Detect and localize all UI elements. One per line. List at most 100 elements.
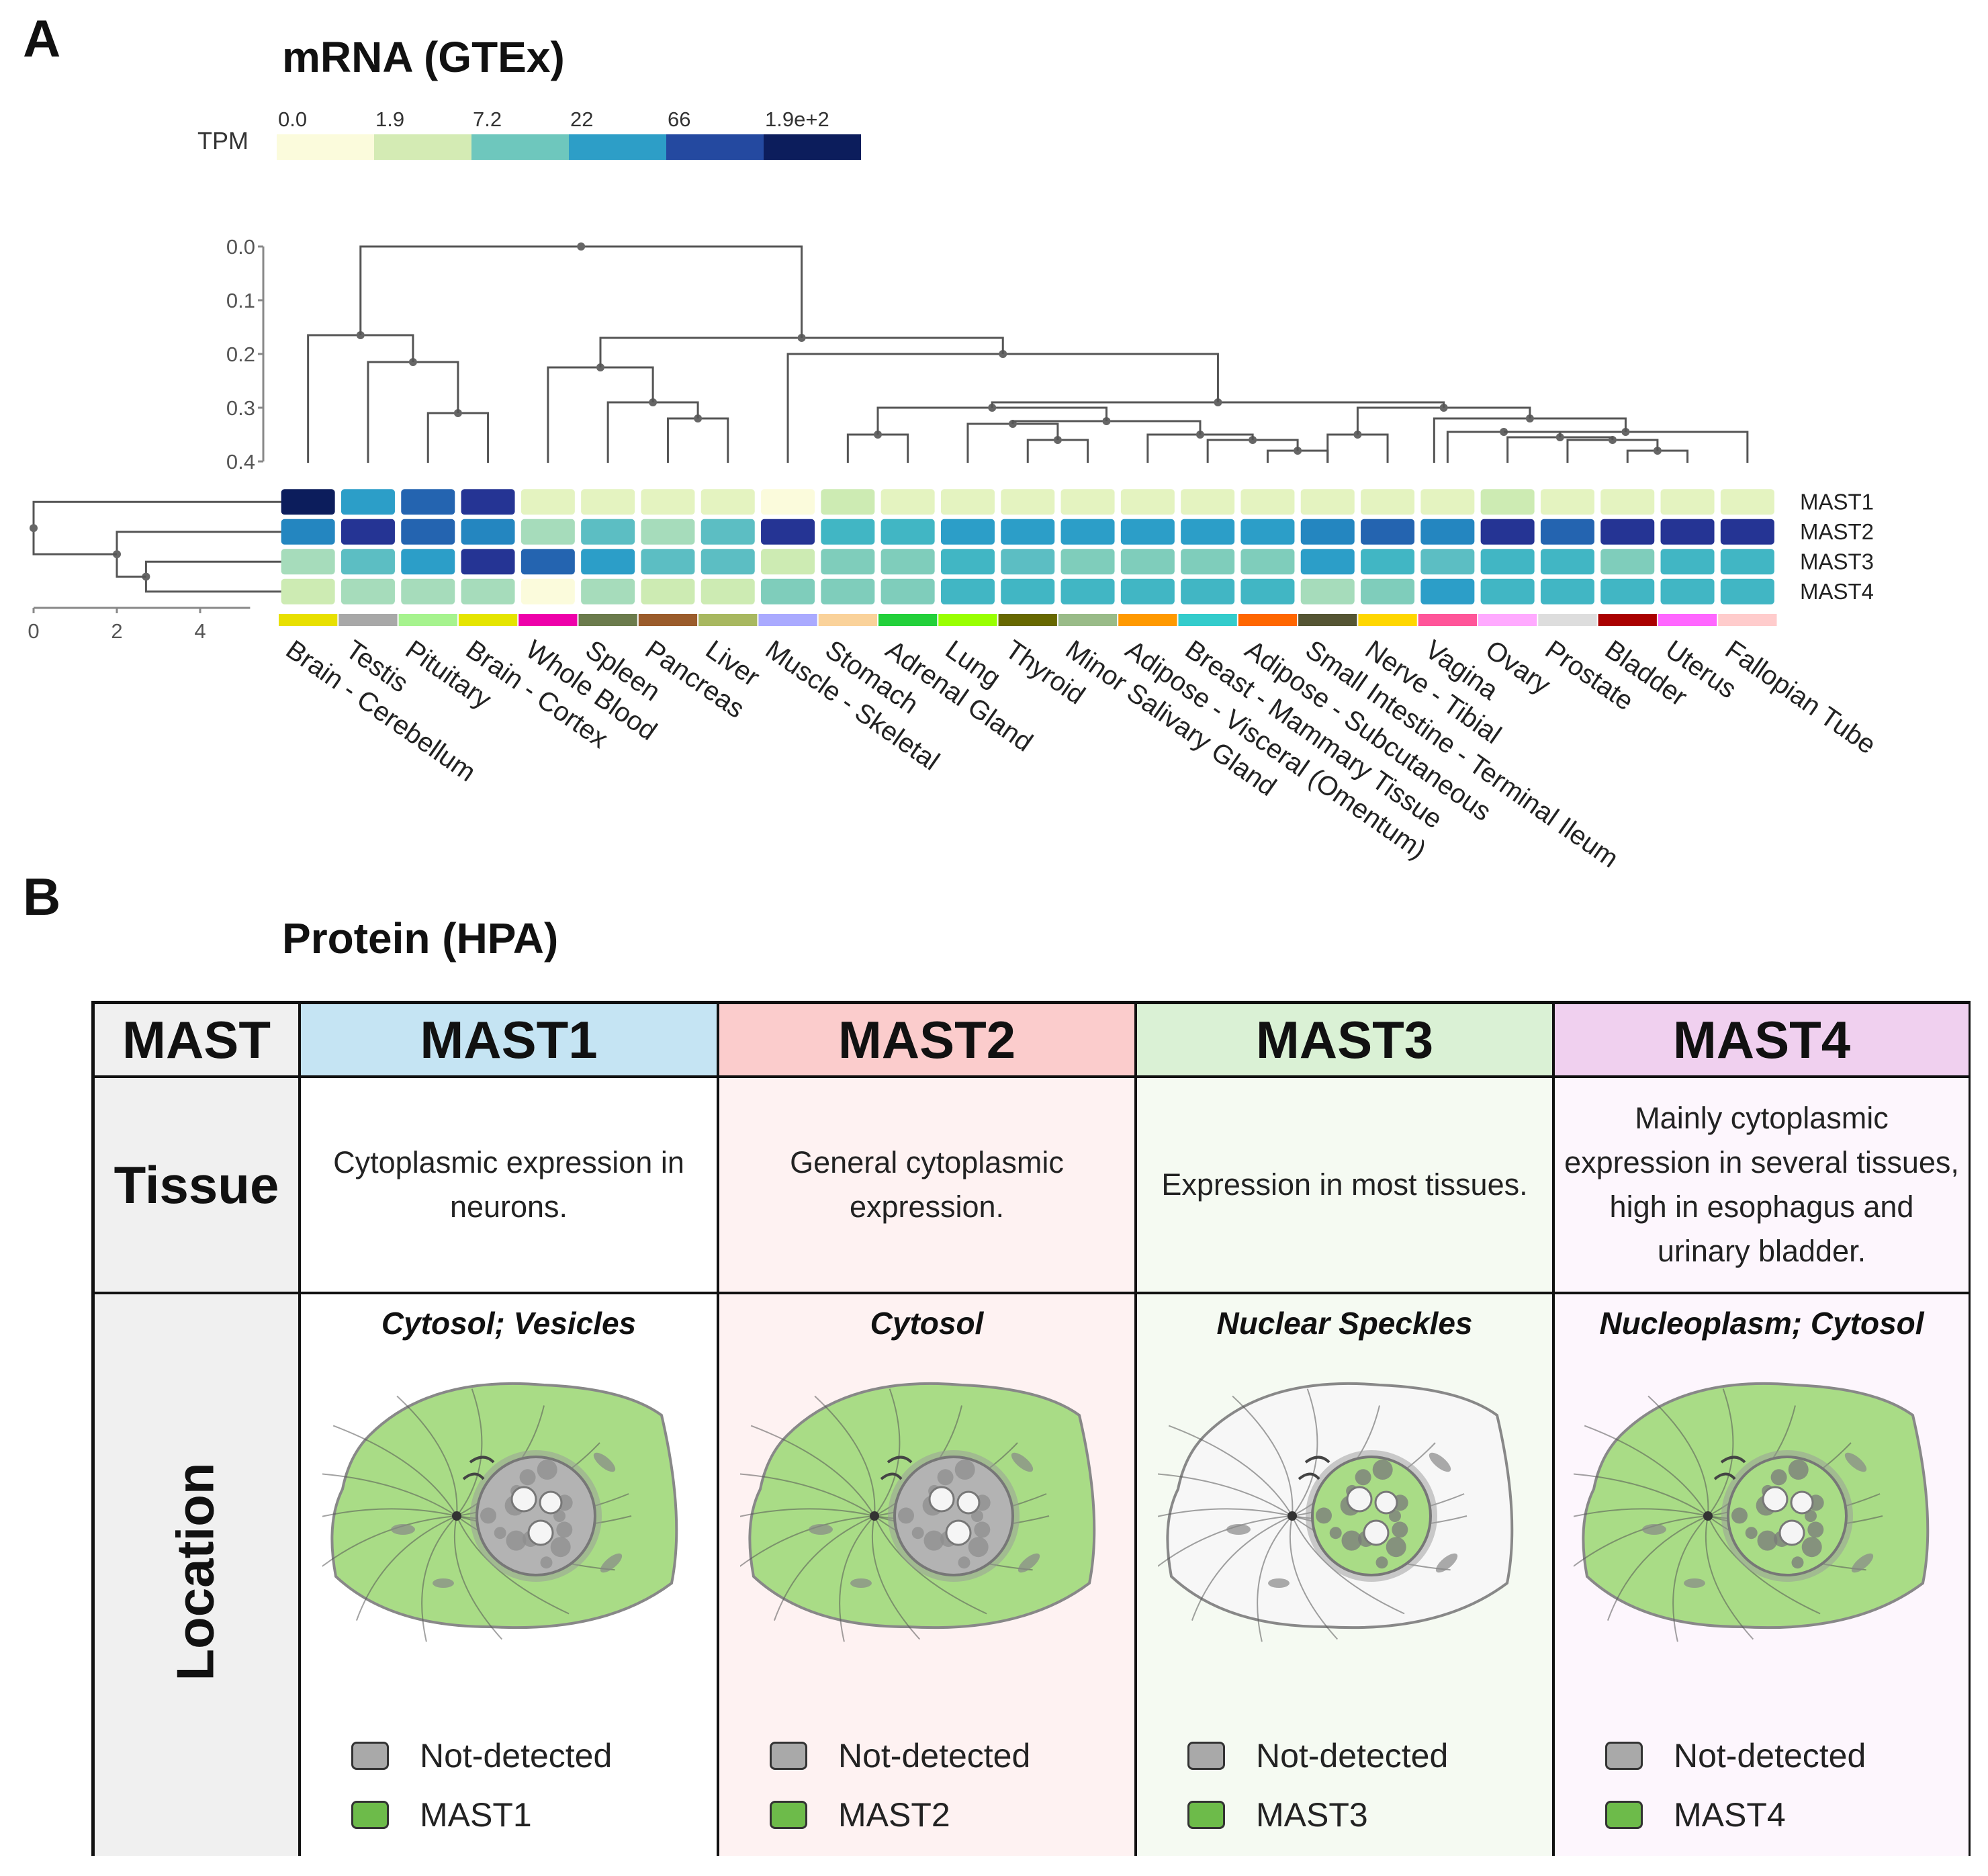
- dendrogram-link: [307, 334, 414, 463]
- not-detected-swatch: [351, 1742, 389, 1770]
- heatmap-cell: [1600, 578, 1655, 605]
- tissue-color-bar: [1058, 614, 1118, 626]
- gene-row-label: MAST1: [1800, 489, 1874, 514]
- heatmap-cell: [1120, 578, 1175, 605]
- location-cell: Cytosol Not-detected MAST2: [700, 1294, 1137, 1856]
- legend-label: Not-detected: [420, 1737, 613, 1775]
- heatmap-cell: [1540, 549, 1594, 575]
- tissue-color-bar: [818, 614, 877, 626]
- heatmap-cell: [1420, 519, 1475, 545]
- heatmap-cell: [761, 578, 815, 605]
- tissue-color-bar: [338, 614, 398, 626]
- heatmap-cell: [1240, 519, 1295, 545]
- heatmap-cell: [1120, 549, 1175, 575]
- heatmap-cell: [1660, 578, 1715, 605]
- heatmap-cell: [401, 519, 455, 545]
- dendrogram-link: [606, 401, 699, 463]
- tissue-color-bar: [1598, 614, 1657, 626]
- heatmap-cell: [701, 489, 755, 515]
- location-cell: Nuclear Speckles Not-detected MAST3: [1118, 1294, 1555, 1856]
- row-label-location-cell: Location: [95, 1294, 301, 1856]
- cell-illustration: [1118, 1361, 1534, 1647]
- heatmap-cell: [401, 578, 455, 605]
- panel-a-title: mRNA (GTEx): [282, 33, 565, 81]
- tissue-color-bar: [998, 614, 1057, 626]
- heatmap-cell: [821, 549, 875, 575]
- heatmap-cell: [1181, 489, 1235, 515]
- dendrogram-link: [846, 433, 909, 463]
- gene-row-label: MAST3: [1800, 549, 1874, 574]
- top-axis-tick-label: 0.0: [226, 235, 255, 259]
- heatmap-cell: [1420, 578, 1475, 605]
- heatmap-cell: [341, 489, 395, 515]
- top-axis-tick-label: 0.4: [226, 450, 255, 474]
- heatmap-cell: [1540, 578, 1594, 605]
- heatmap-cell: [1420, 489, 1475, 515]
- cell-diagram: [282, 1382, 678, 1642]
- heatmap-cell: [1001, 578, 1055, 605]
- heatmap-cell: [1660, 489, 1715, 515]
- tissue-color-bar: [1118, 614, 1177, 626]
- heatmap-cell: [940, 578, 995, 605]
- cell-illustration: [700, 1361, 1116, 1647]
- legend-tick-label: 0.0: [278, 107, 307, 131]
- heatmap-cell: [1361, 578, 1415, 605]
- heatmap-cell: [461, 578, 515, 605]
- tissue-color-bar: [398, 614, 457, 626]
- heatmap-cell: [761, 519, 815, 545]
- heatmap-cell: [1361, 519, 1415, 545]
- heatmap-cell: [581, 519, 635, 545]
- heatmap-cell: [940, 519, 995, 545]
- legend-not-detected: Not-detected: [770, 1736, 1030, 1775]
- legend-label: MAST4: [1674, 1796, 1786, 1834]
- row-label-tissue: Tissue: [95, 1078, 301, 1294]
- dendrogram-node: [577, 242, 586, 251]
- tissue-color-bar: [1658, 614, 1717, 626]
- column-header-mast1: MAST1: [301, 1004, 719, 1078]
- heatmap-cell: [341, 578, 395, 605]
- column-header-mast4: MAST4: [1555, 1004, 1969, 1078]
- heatmap-cell: [1120, 489, 1175, 515]
- heatmap-cell: [1060, 549, 1115, 575]
- tissue-description: Mainly cytoplasmic expression in several…: [1555, 1078, 1969, 1294]
- legend-swatch: [374, 134, 471, 160]
- heatmap-cell: [880, 578, 935, 605]
- heatmap-cell: [521, 489, 575, 515]
- heatmap-cell: [1720, 489, 1774, 515]
- dendrogram-link: [666, 417, 729, 463]
- tissue-color-bar: [458, 614, 518, 626]
- table-corner-label: MAST: [95, 1004, 301, 1078]
- location-title: Nuclear Speckles: [1216, 1306, 1473, 1341]
- dendrogram-node: [30, 524, 38, 533]
- tissue-description: Expression in most tissues.: [1137, 1078, 1555, 1294]
- heatmap-cell: [1720, 549, 1774, 575]
- legend-swatch: [666, 134, 764, 160]
- heatmap-cell: [1600, 519, 1655, 545]
- heatmap-cell: [1600, 549, 1655, 575]
- heatmap-cell: [521, 578, 575, 605]
- heatmap-cell: [1240, 549, 1295, 575]
- heatmap-cell: [1181, 578, 1235, 605]
- heatmap-cell: [701, 549, 755, 575]
- legend-label: MAST1: [420, 1796, 532, 1834]
- heatmap-cell: [821, 578, 875, 605]
- heatmap-cell: [1660, 519, 1715, 545]
- heatmap-cell: [1060, 519, 1115, 545]
- heatmap-cell: [1001, 519, 1055, 545]
- legend-tick-label: 22: [570, 107, 593, 131]
- column-header-mast3: MAST3: [1137, 1004, 1555, 1078]
- heatmap-cell: [281, 519, 335, 545]
- dendrogram-link: [426, 412, 490, 463]
- legend-tick-label: 1.9e+2: [765, 107, 829, 131]
- heatmap-cell: [341, 549, 395, 575]
- heatmap-cell: [401, 489, 455, 515]
- detected-swatch: [351, 1801, 389, 1829]
- tissue-color-bar: [638, 614, 698, 626]
- legend-swatch: [764, 134, 861, 160]
- heatmap-cell: [761, 489, 815, 515]
- heatmap-cell: [1240, 578, 1295, 605]
- panel-a-letter: A: [23, 9, 61, 68]
- left-axis-tick-label: 0: [28, 619, 39, 643]
- dendrogram-link: [1504, 431, 1749, 463]
- top-axis-tick-label: 0.1: [226, 289, 255, 312]
